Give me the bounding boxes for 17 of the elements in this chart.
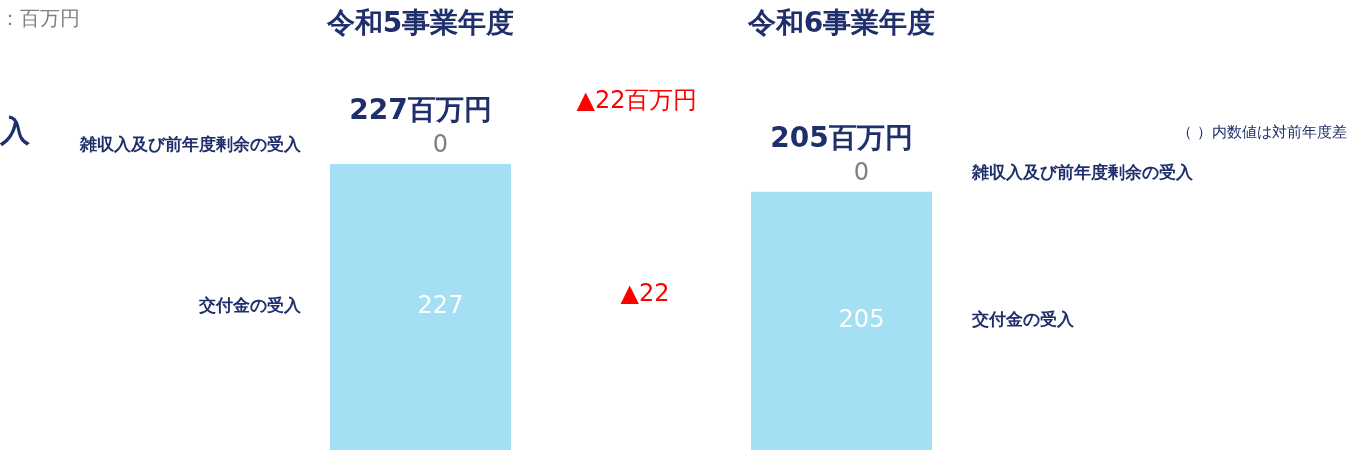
data-label: 0 [432, 130, 449, 159]
annotation: ▲22 [620, 279, 670, 308]
text: 雑収入及び前年度剰余の受入 [971, 162, 1193, 183]
data-label: 0 [853, 157, 870, 186]
total-label: 205百万円 [770, 120, 913, 154]
x-tick-label: 令和5事業年度 [325, 6, 515, 40]
chart-title: 入 [0, 112, 31, 148]
text: ：百万円 [0, 6, 80, 31]
data-label: 227 [417, 291, 464, 320]
series-label: 交付金の受入 [197, 295, 302, 316]
text: （ ）内数値は対前年度差 [1177, 122, 1347, 141]
total-label: 227百万円 [349, 93, 492, 127]
text: 交付金の受入 [971, 309, 1074, 330]
data-label: 205 [838, 305, 885, 334]
x-tick-label: 令和6事業年度 [746, 6, 936, 40]
text: ▲22百万円 [576, 86, 698, 115]
text: 雑収入及び前年度剰余の受入 [78, 134, 302, 155]
